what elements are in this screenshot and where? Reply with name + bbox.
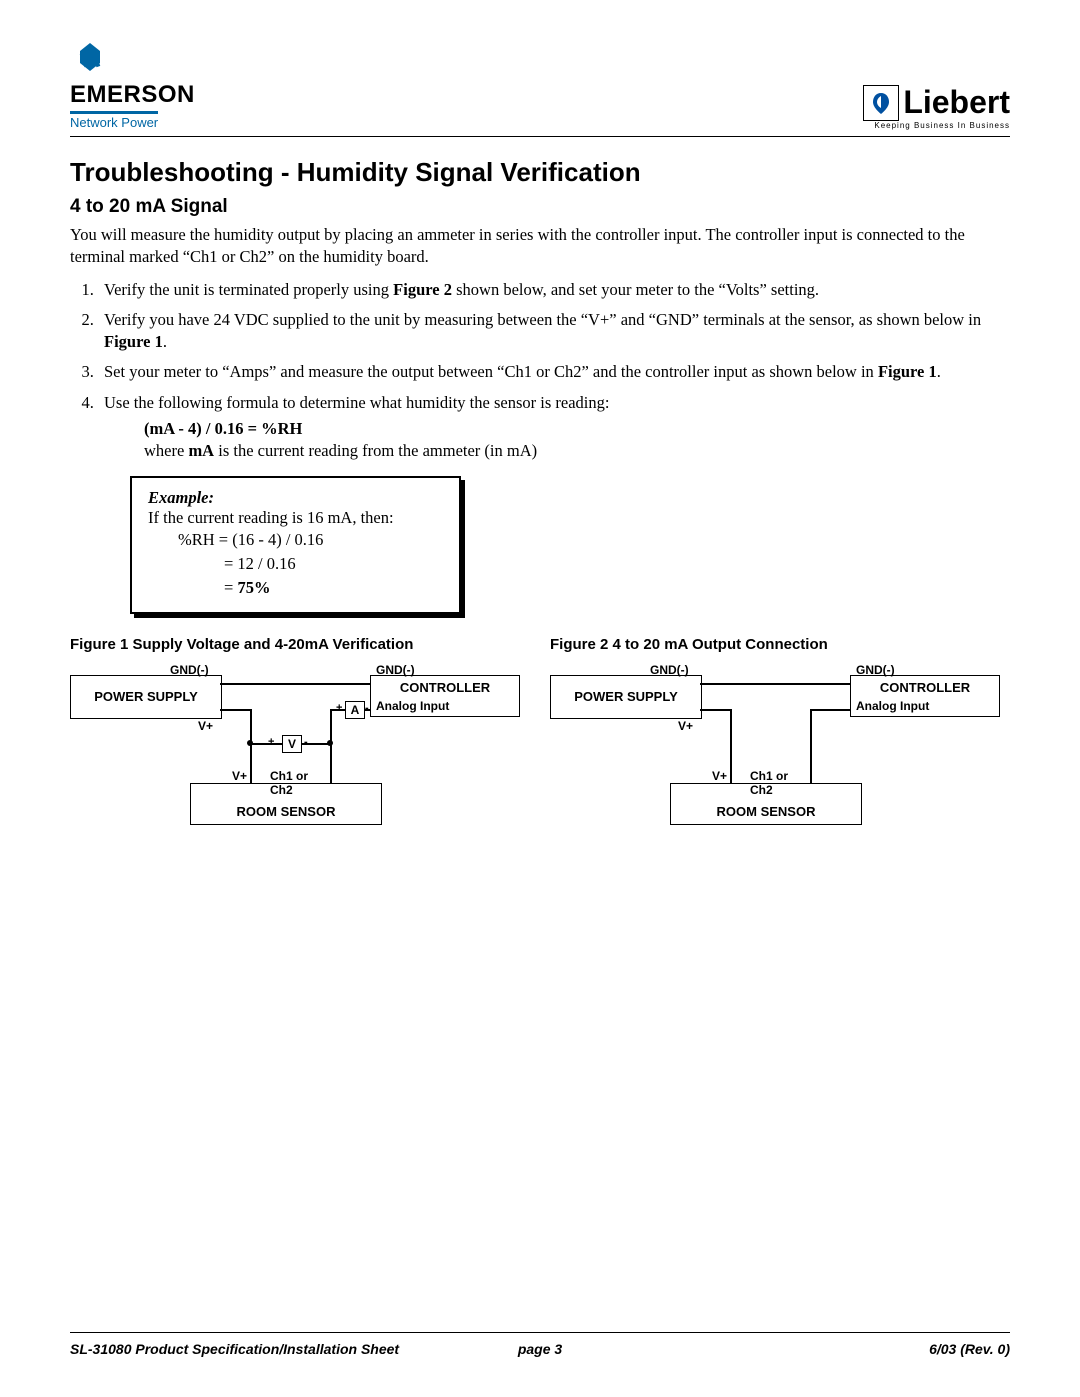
fig2-gnd-right: GND(-) [856,663,895,677]
emerson-logo: EMERSON Network Power [70,41,250,130]
fig1-gnd-left: GND(-) [170,663,209,677]
section-subtitle: 4 to 20 mA Signal [70,196,1010,218]
footer-left: SL-31080 Product Specification/Installat… [70,1341,399,1357]
example-calc2: = 12 / 0.16 [224,552,443,576]
figures-row: Figure 1 Supply Voltage and 4-20mA Verif… [70,636,1010,833]
liebert-tagline: Keeping Business In Business [874,121,1010,130]
fig2-vplus-sensor: V+ [712,769,727,783]
footer: SL-31080 Product Specification/Installat… [70,1332,1010,1357]
fig1-vplus-sensor: V+ [232,769,247,783]
step-3: Set your meter to “Amps” and measure the… [98,361,1010,383]
fig1-ammeter: A [345,701,365,719]
fig2-power-supply: POWER SUPPLY [550,675,702,719]
page: EMERSON Network Power Liebert Keeping Bu… [0,0,1080,1397]
formula: (mA - 4) / 0.16 = %RH [144,418,1010,440]
figure-1-diagram: POWER SUPPLY GND(-) V+ CONTROLLER Analog… [70,663,530,833]
figure-2-diagram: POWER SUPPLY GND(-) V+ CONTROLLER Analog… [550,663,1010,833]
footer-right: 6/03 (Rev. 0) [929,1341,1010,1357]
fig2-analog-input: Analog Input [856,699,929,713]
example-box: Example: If the current reading is 16 mA… [130,476,461,614]
fig1-ch: Ch1 or Ch2 [270,769,308,797]
header: EMERSON Network Power Liebert Keeping Bu… [70,40,1010,137]
fig2-ch: Ch1 or Ch2 [750,769,788,797]
step-1: Verify the unit is terminated properly u… [98,279,1010,301]
liebert-icon [863,85,899,121]
example-line1: If the current reading is 16 mA, then: [148,508,443,528]
fig1-gnd-right: GND(-) [376,663,415,677]
figure-2: Figure 2 4 to 20 mA Output Connection PO… [550,636,1010,833]
fig1-power-supply: POWER SUPPLY [70,675,222,719]
fig2-gnd-left: GND(-) [650,663,689,677]
emerson-sub: Network Power [70,111,158,130]
fig1-vplus-left: V+ [198,719,213,733]
figure-1: Figure 1 Supply Voltage and 4-20mA Verif… [70,636,530,833]
fig2-vplus-left: V+ [678,719,693,733]
fig1-analog-input: Analog Input [376,699,449,713]
liebert-logo: Liebert Keeping Business In Business [820,84,1010,130]
formula-note: where mA is the current reading from the… [144,440,1010,462]
steps-list: Verify the unit is terminated properly u… [70,279,1010,463]
liebert-name: Liebert [903,84,1010,121]
figure-1-caption: Figure 1 Supply Voltage and 4-20mA Verif… [70,636,530,653]
emerson-name: EMERSON [70,81,195,109]
fig1-voltmeter: V [282,735,302,753]
example-calc3: = 75% [224,576,443,600]
emerson-icon [70,41,110,81]
intro-paragraph: You will measure the humidity output by … [70,224,1010,269]
step-2: Verify you have 24 VDC supplied to the u… [98,309,1010,354]
figure-2-caption: Figure 2 4 to 20 mA Output Connection [550,636,1010,653]
example-calc1: %RH = (16 - 4) / 0.16 [178,528,443,552]
example-title: Example: [148,488,443,508]
footer-center: page 3 [518,1341,562,1357]
step-4: Use the following formula to determine w… [98,392,1010,463]
page-title: Troubleshooting - Humidity Signal Verifi… [70,157,1010,188]
